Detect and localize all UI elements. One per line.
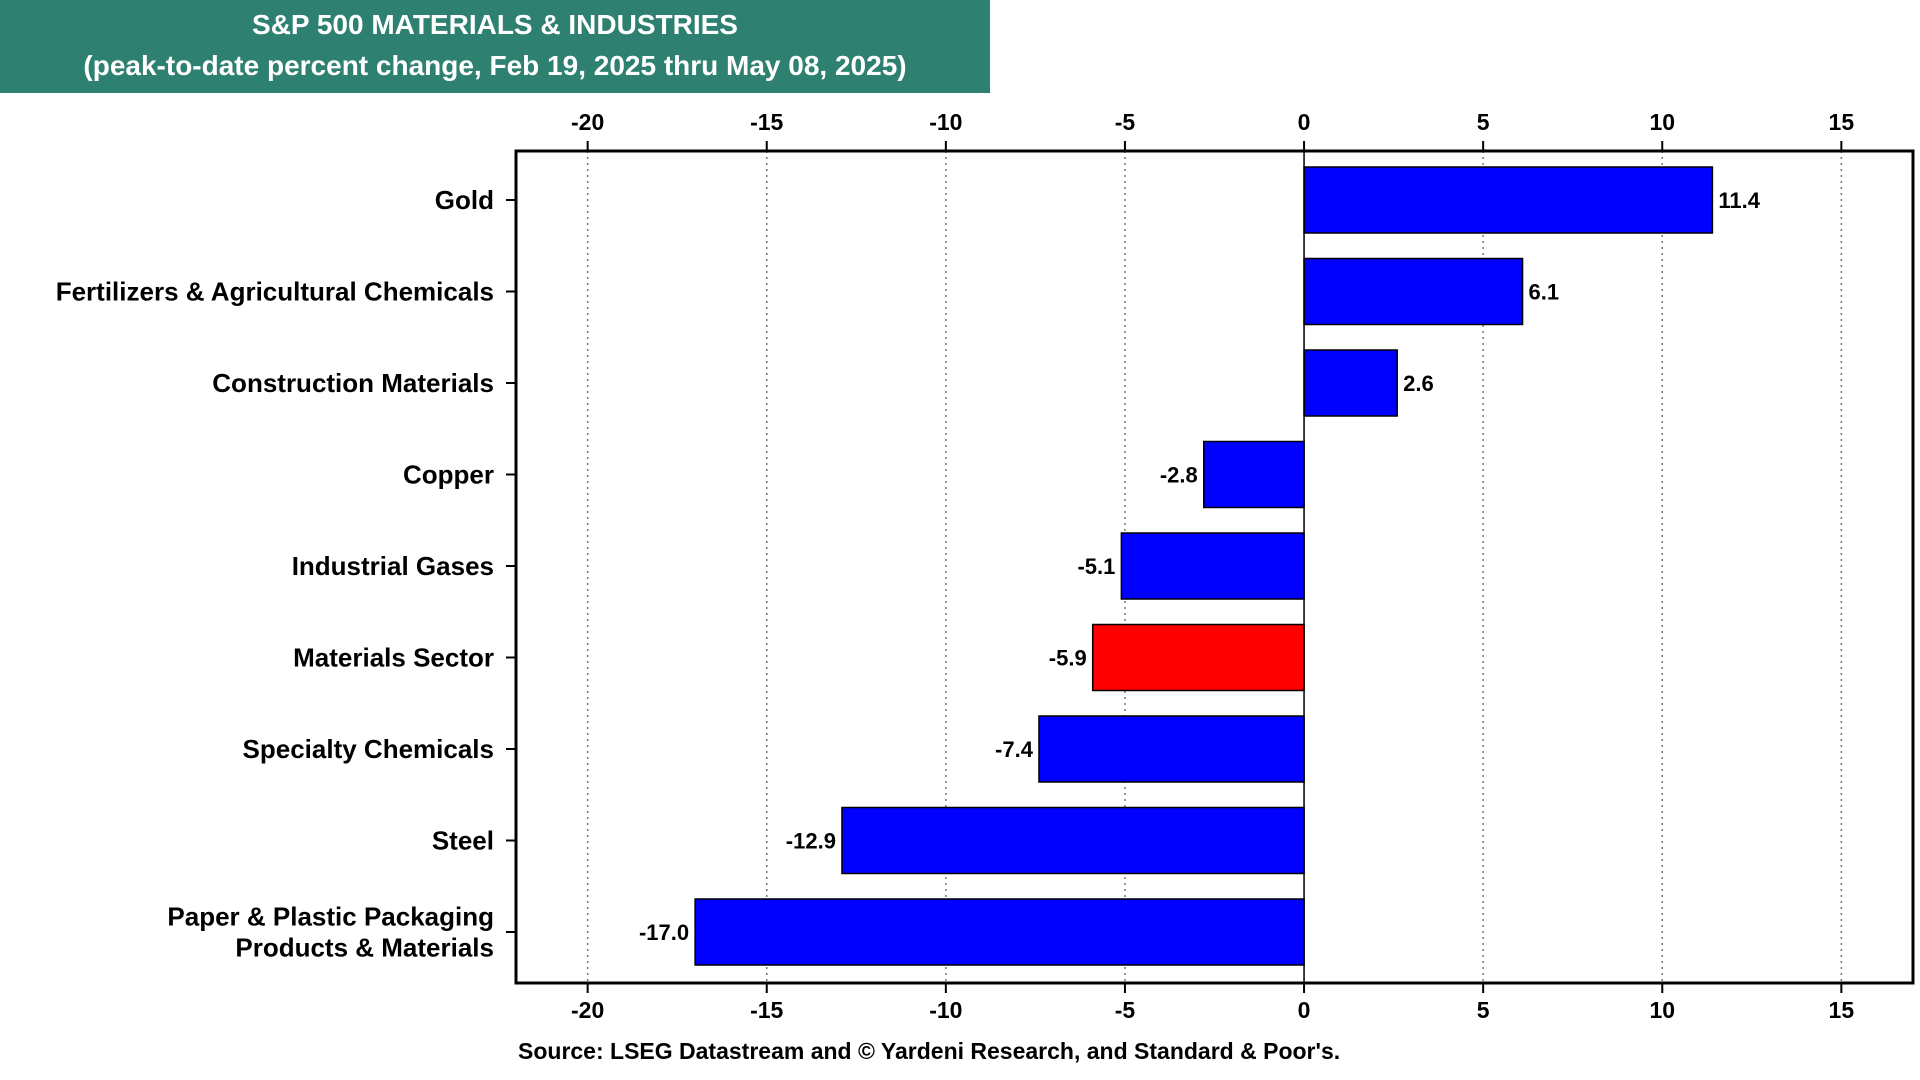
category-label: Materials Sector xyxy=(293,643,494,673)
x-tick-label-top: 10 xyxy=(1649,109,1675,135)
data-label: -5.1 xyxy=(1077,554,1115,579)
x-tick-label-top: 15 xyxy=(1829,109,1855,135)
category-label: Paper & Plastic Packaging xyxy=(167,902,494,932)
x-tick-label-bottom: -20 xyxy=(571,997,604,1023)
bars xyxy=(694,166,1714,966)
x-tick-label-top: 0 xyxy=(1298,109,1311,135)
category-label: Industrial Gases xyxy=(292,551,494,581)
x-tick-label-bottom: -15 xyxy=(750,997,783,1023)
x-tick-label-bottom: -10 xyxy=(929,997,962,1023)
chart-subtitle: (peak-to-date percent change, Feb 19, 20… xyxy=(83,50,907,81)
data-label: 11.4 xyxy=(1718,188,1760,213)
x-tick-label-bottom: 0 xyxy=(1298,997,1311,1023)
data-label: -7.4 xyxy=(995,737,1034,762)
bar xyxy=(1038,715,1305,783)
data-label: -5.9 xyxy=(1049,646,1087,671)
category-labels: Gold Fertilizers & Agricultural Chemicals… xyxy=(56,185,494,963)
chart-title-banner: S&P 500 MATERIALS & INDUSTRIES (peak-to-… xyxy=(0,0,990,93)
bar xyxy=(1303,257,1524,326)
bar xyxy=(1203,440,1305,509)
data-label: 2.6 xyxy=(1403,371,1434,396)
x-tick-label-top: -15 xyxy=(750,109,783,135)
x-tick-label-top: -20 xyxy=(571,109,604,135)
bar xyxy=(1091,623,1305,692)
data-label: 6.1 xyxy=(1529,280,1560,305)
bar xyxy=(694,898,1305,966)
chart-title: S&P 500 MATERIALS & INDUSTRIES xyxy=(252,9,738,40)
bar xyxy=(1303,166,1714,234)
x-tick-label-bottom: 15 xyxy=(1829,997,1855,1023)
bar xyxy=(1120,532,1305,600)
x-tick-label-bottom: 10 xyxy=(1649,997,1675,1023)
bar xyxy=(1303,349,1398,417)
x-tick-label-top: 5 xyxy=(1477,109,1490,135)
category-label: Copper xyxy=(403,460,494,490)
data-label: -17.0 xyxy=(639,920,689,945)
category-label: Specialty Chemicals xyxy=(243,734,494,764)
category-label: Fertilizers & Agricultural Chemicals xyxy=(56,277,494,307)
category-label: Products & Materials xyxy=(235,933,494,963)
x-tick-label-bottom: -5 xyxy=(1115,997,1136,1023)
bar xyxy=(841,806,1305,875)
category-label: Construction Materials xyxy=(212,368,494,398)
data-label: -12.9 xyxy=(786,829,836,854)
category-label: Steel xyxy=(432,826,494,856)
category-label: Gold xyxy=(435,185,494,215)
source-note: Source: LSEG Datastream and © Yardeni Re… xyxy=(518,1038,1341,1064)
x-tick-label-top: -5 xyxy=(1115,109,1136,135)
data-label: -2.8 xyxy=(1160,463,1198,488)
value-labels: 11.4 6.1 2.6 -2.8 -5.1 -5.9 -7.4 -12.9 -17.0 xyxy=(639,188,1761,945)
x-tick-label-top: -10 xyxy=(929,109,962,135)
x-tick-label-bottom: 5 xyxy=(1477,997,1490,1023)
axes: -20 -20 -15 -15 -10 -10 -5 -5 0 0 5 5 10 10 15 15 xyxy=(506,109,1854,1023)
